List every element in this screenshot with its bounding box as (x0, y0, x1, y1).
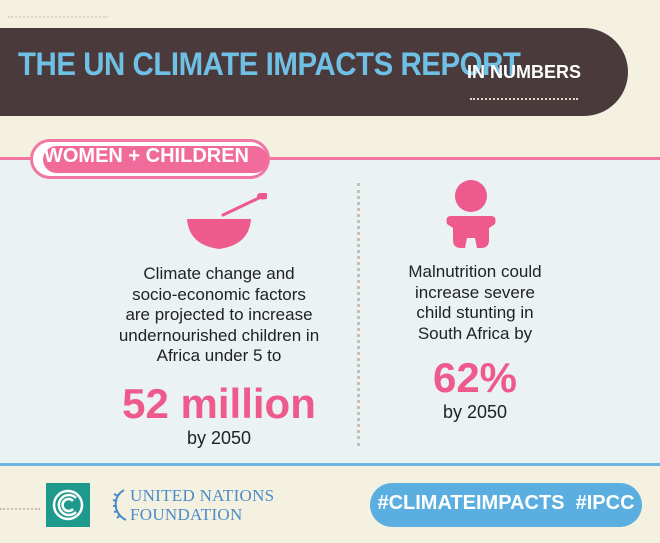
page-subtitle: IN NUMBERS (467, 62, 582, 82)
hashtag-text: #CLIMATEIMPACTS #IPCC (377, 492, 635, 514)
stat-right-line: increase severe (414, 282, 535, 302)
stat-right-year: by 2050 (442, 402, 508, 422)
stat-right-value: 62% (432, 354, 518, 401)
stat-left-value: 52 million (122, 380, 316, 427)
bowl-icon (187, 193, 267, 249)
stat-left-line: Africa under 5 to (156, 346, 282, 365)
un-foundation-name-line1: UNITED NATIONS (130, 486, 275, 505)
stat-left-line: are projected to increase (125, 305, 313, 324)
stat-left-line: Climate change and (143, 264, 295, 283)
subtitle-underline-dots (470, 98, 578, 100)
un-emblem-icon (112, 489, 127, 521)
main-panel (0, 157, 660, 466)
stat-right-line: Malnutrition could (408, 262, 542, 281)
hashtag-pill (370, 483, 642, 527)
page-title: THE UN CLIMATE IMPACTS REPORT (18, 46, 521, 82)
baby-icon (446, 180, 496, 248)
ipcc-logo-icon (46, 483, 90, 527)
section-pill-fill (43, 146, 268, 173)
header-band (0, 28, 628, 116)
header-divider-dots (8, 16, 108, 18)
section-pill (30, 139, 270, 179)
stat-left-year: by 2050 (186, 428, 252, 448)
stat-left-line: socio-economic factors (132, 284, 306, 304)
stat-right-line: South Africa by (417, 323, 533, 343)
column-divider (357, 183, 360, 446)
footer-dots (0, 508, 40, 510)
section-label: WOMEN + CHILDREN (44, 145, 249, 167)
stat-left-line: undernourished children in (118, 325, 320, 345)
stat-right-description: Malnutrition could increase severe child… (380, 262, 570, 344)
footer-divider (0, 463, 660, 466)
stat-right-line: child stunting in (416, 303, 534, 322)
un-foundation-name-line2: FOUNDATION (130, 505, 243, 524)
stat-left-description: Climate change and socio-economic factor… (110, 264, 328, 367)
